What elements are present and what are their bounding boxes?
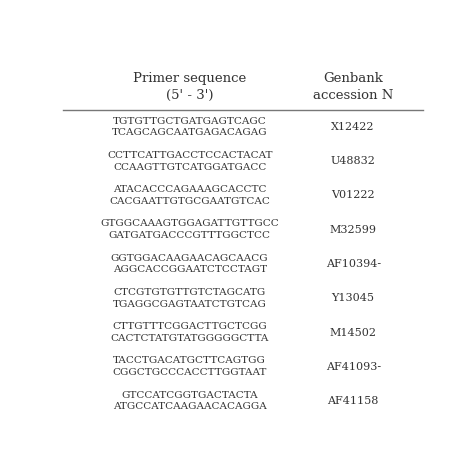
Text: AF41093-: AF41093-: [326, 362, 381, 372]
Text: GGTGGACAAGAACAGCAACG
AGGCACCGGAATCTCCTAGT: GGTGGACAAGAACAGCAACG AGGCACCGGAATCTCCTAG…: [111, 254, 268, 274]
Text: GTCCATCGGTGACTACTA
ATGCCATCAAGAACACAGGA: GTCCATCGGTGACTACTA ATGCCATCAAGAACACAGGA: [113, 391, 266, 411]
Text: GTGGCAAAGTGGAGATTGTTGCC
GATGATGACCCGTTTGGCTCC: GTGGCAAAGTGGAGATTGTTGCC GATGATGACCCGTTTG…: [100, 219, 279, 240]
Text: U48832: U48832: [331, 156, 375, 166]
Text: TACCTGACATGCTTCAGTGG
CGGCTGCCCACCTTGGTAAT: TACCTGACATGCTTCAGTGG CGGCTGCCCACCTTGGTAA…: [112, 356, 267, 377]
Text: Y13045: Y13045: [332, 293, 374, 303]
Text: CTCGTGTGTTGTCTAGCATG
TGAGGCGAGTAATCTGTCAG: CTCGTGTGTTGTCTAGCATG TGAGGCGAGTAATCTGTCA…: [113, 288, 266, 309]
Text: AF10394-: AF10394-: [326, 259, 381, 269]
Text: Genbank
accession N: Genbank accession N: [313, 72, 393, 102]
Text: M32599: M32599: [329, 225, 377, 235]
Text: CTTGTTTCGGACTTGCTCGG
CACTCTATGTATGGGGGCTTA: CTTGTTTCGGACTTGCTCGG CACTCTATGTATGGGGGCT…: [110, 322, 269, 343]
Text: M14502: M14502: [329, 328, 377, 337]
Text: X12422: X12422: [331, 122, 375, 132]
Text: TGTGTTGCTGATGAGTCAGC
TCAGCAGCAATGAGACAGAG: TGTGTTGCTGATGAGTCAGC TCAGCAGCAATGAGACAGA…: [112, 117, 267, 137]
Text: ATACACCCAGAAAGCACCTC
CACGAATTGTGCGAATGTCAC: ATACACCCAGAAAGCACCTC CACGAATTGTGCGAATGTC…: [109, 185, 270, 206]
Text: AF41158: AF41158: [328, 396, 379, 406]
Text: CCTTCATTGACCTCCACTACAT
CCAAGTTGTCATGGATGACC: CCTTCATTGACCTCCACTACAT CCAAGTTGTCATGGATG…: [107, 151, 273, 172]
Text: Primer sequence
(5' - 3'): Primer sequence (5' - 3'): [133, 72, 246, 102]
Text: V01222: V01222: [331, 191, 375, 201]
